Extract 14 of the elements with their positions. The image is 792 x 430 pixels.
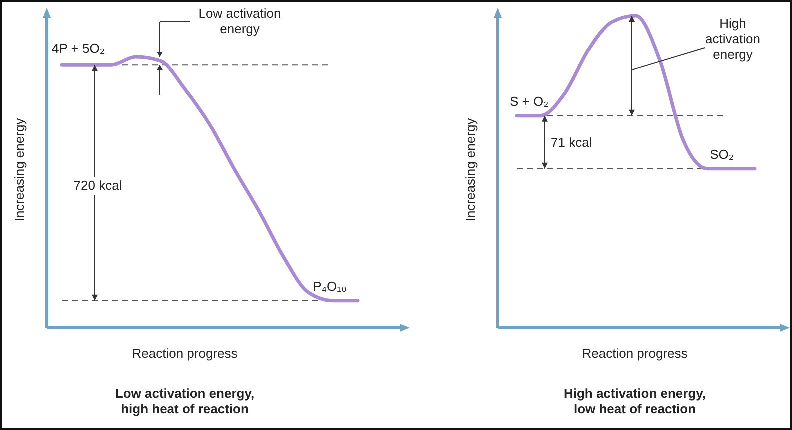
annotation: 720 kcal — [74, 178, 122, 193]
text: 4P + 5O₂ — [52, 41, 105, 56]
annotation: P₄O₁₀ — [313, 278, 347, 294]
annotation: SO₂ — [710, 146, 734, 162]
text: High activation energy, low heat of reaction — [564, 386, 706, 417]
annotation: 71 kcal — [551, 135, 592, 150]
y-axis-title: Increasing energy — [463, 118, 478, 222]
y-axis-title: Increasing energy — [12, 118, 27, 222]
x-axis-title: Reaction progress — [132, 346, 238, 361]
annotation: High activation energy — [706, 16, 760, 62]
text: Low activation energy, high heat of reaction — [115, 386, 255, 417]
x-axis-title: Reaction progress — [582, 346, 688, 361]
annotation: S + O₂ — [510, 94, 549, 109]
text: Low activation energy — [198, 6, 282, 37]
